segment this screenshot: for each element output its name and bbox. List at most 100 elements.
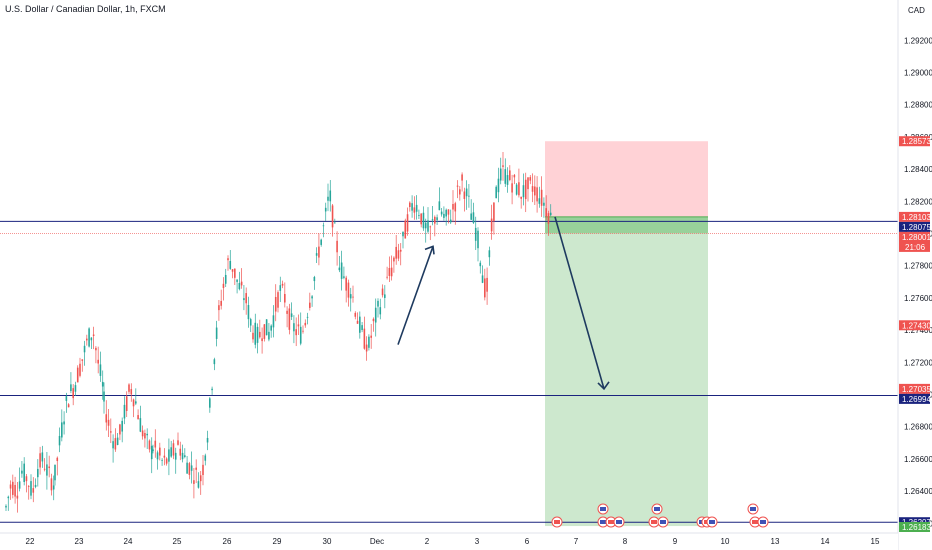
- candle-body: [370, 335, 372, 338]
- candle-48: [112, 434, 114, 463]
- candle-body: [465, 188, 468, 197]
- candle-38: [90, 337, 93, 349]
- candle-16: [41, 445, 44, 468]
- candle-body: [202, 464, 204, 476]
- horizontal-lines: [0, 220, 898, 523]
- candle-7: [21, 460, 23, 478]
- candle-103: [236, 279, 238, 294]
- candle-body: [281, 283, 284, 286]
- candle-body: [493, 202, 495, 222]
- candle-body: [495, 186, 497, 199]
- candle-body: [545, 208, 547, 217]
- candle-body: [213, 359, 216, 365]
- candle-214: [488, 246, 491, 266]
- candle-body: [30, 481, 32, 496]
- price-tag-label: 1.28573: [902, 137, 931, 146]
- candle-23: [56, 456, 59, 476]
- candle-52: [121, 417, 123, 443]
- candle-156: [356, 312, 359, 324]
- candle-body: [543, 202, 545, 206]
- candle-body: [336, 240, 338, 253]
- candle-body: [349, 294, 352, 299]
- candle-body: [116, 437, 119, 445]
- candle-57: [132, 398, 135, 418]
- candle-155: [354, 311, 357, 320]
- candle-17: [43, 458, 46, 472]
- candle-body: [461, 174, 463, 181]
- candle-body: [263, 324, 266, 339]
- candle-body: [79, 363, 81, 376]
- candle-131: [299, 312, 302, 346]
- candle-body: [231, 269, 234, 272]
- candle-9: [25, 474, 28, 493]
- candle-body: [484, 278, 486, 298]
- candle-80: [184, 448, 186, 459]
- candle-body: [252, 332, 254, 340]
- price-tag-8: 1.26183: [899, 522, 931, 532]
- candle-87: [199, 470, 202, 495]
- candle-body: [16, 495, 19, 499]
- candle-229: [522, 173, 525, 206]
- price-tag-label: 1.28001: [902, 233, 931, 242]
- candle-body: [25, 476, 28, 482]
- x-tick-label-1: 23: [75, 537, 84, 546]
- candle-183: [418, 209, 420, 220]
- candle-body: [397, 250, 400, 259]
- candle-body: [197, 481, 200, 488]
- candle-body: [274, 296, 277, 312]
- candle-body: [195, 467, 197, 470]
- candle-207: [472, 202, 475, 224]
- candle-168: [384, 285, 386, 309]
- candle-body: [347, 282, 350, 298]
- candle-73: [168, 438, 170, 476]
- candle-150: [343, 266, 345, 280]
- candle-144: [329, 180, 332, 212]
- candle-body: [515, 184, 518, 195]
- x-tick-label-7: Dec: [370, 537, 384, 546]
- price-tag-bg: [899, 136, 930, 147]
- candle-body: [163, 455, 166, 458]
- candle-body: [477, 230, 479, 249]
- candle-body: [359, 316, 361, 333]
- y-tick-label-11: 1.27200: [904, 358, 932, 367]
- candle-21: [52, 475, 55, 501]
- candle-177: [404, 218, 407, 239]
- candle-body: [415, 204, 418, 212]
- candle-109: [249, 317, 252, 333]
- candle-body: [50, 478, 53, 491]
- candle-36: [86, 334, 88, 346]
- candle-body: [27, 486, 30, 487]
- candle-body: [132, 399, 135, 407]
- candle-79: [181, 444, 184, 463]
- candle-body: [520, 196, 522, 199]
- time-axis: 22 23 24 25 26 29 30 Dec 2 3 6 7 8 9 10 13 14 15: [0, 532, 898, 550]
- candle-body: [172, 443, 175, 456]
- candle-104: [238, 271, 241, 291]
- candle-123: [281, 280, 284, 289]
- price-tag-bg: [899, 393, 930, 404]
- candle-body: [61, 422, 63, 438]
- candle-82: [188, 461, 191, 480]
- candle-body: [393, 257, 395, 262]
- candle-body: [261, 338, 263, 342]
- candle-body: [65, 396, 68, 401]
- candle-31: [74, 381, 77, 396]
- take-profit-zone: [545, 216, 708, 527]
- candle-body: [284, 293, 286, 303]
- candle-body: [304, 322, 307, 326]
- candle-124: [284, 282, 286, 308]
- candle-20: [50, 473, 53, 496]
- candle-10: [27, 485, 30, 500]
- x-tick-label-16: 14: [821, 537, 830, 546]
- candle-body: [5, 505, 7, 508]
- candle-body: [34, 484, 37, 487]
- candle-64: [148, 439, 151, 453]
- candle-231: [527, 177, 529, 202]
- candle-236: [538, 186, 541, 208]
- candle-body: [177, 440, 179, 445]
- price-tag-5: 1.27035: [899, 383, 931, 394]
- candle-body: [54, 464, 56, 481]
- candle-body: [121, 420, 123, 432]
